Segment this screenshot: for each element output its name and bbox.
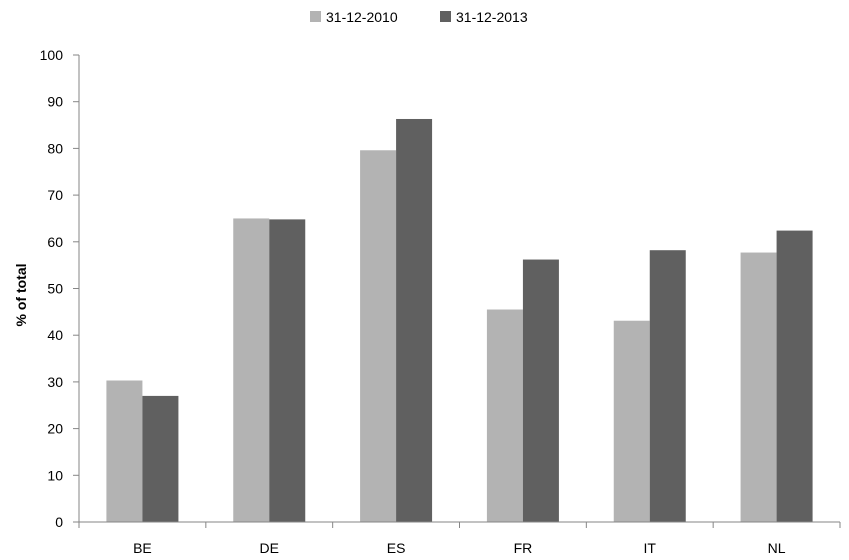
y-tick-label: 60 [47, 234, 63, 250]
y-axis: 0 10 20 30 40 50 60 70 80 90 100 [40, 47, 79, 530]
y-axis-title: % of total [13, 264, 29, 327]
bars [106, 118, 813, 523]
y-tick-label: 50 [47, 281, 63, 297]
x-tick-label: NL [768, 540, 786, 556]
y-tick-label: 10 [47, 467, 63, 483]
bar-nl-31-12-2010 [740, 252, 777, 522]
legend-swatch [310, 11, 321, 22]
bar-de-31-12-2010 [233, 218, 270, 522]
legend-label: 31-12-2010 [326, 9, 398, 25]
y-tick-label: 70 [47, 187, 63, 203]
x-tick-label: BE [133, 540, 152, 556]
legend-label: 31-12-2013 [456, 9, 528, 25]
bar-nl-31-12-2013 [776, 230, 813, 523]
y-tick-label: 100 [40, 47, 64, 63]
bar-be-31-12-2013 [142, 395, 179, 522]
bar-es-31-12-2010 [360, 150, 397, 522]
x-axis: BE DE ES FR IT NL [78, 522, 841, 556]
legend: 31-12-2010 31-12-2013 [310, 9, 528, 25]
bar-be-31-12-2010 [106, 380, 143, 522]
y-tick-label: 80 [47, 140, 63, 156]
y-tick-label: 90 [47, 94, 63, 110]
y-tick-label: 0 [55, 514, 63, 530]
bar-it-31-12-2013 [649, 250, 686, 522]
bar-fr-31-12-2010 [486, 309, 523, 522]
x-tick-label: ES [387, 540, 406, 556]
x-tick-label: DE [260, 540, 279, 556]
bar-de-31-12-2013 [269, 219, 306, 522]
x-tick-label: IT [644, 540, 657, 556]
legend-swatch [440, 11, 451, 22]
y-tick-label: 40 [47, 327, 63, 343]
y-tick-label: 20 [47, 421, 63, 437]
x-tick-label: FR [514, 540, 533, 556]
y-tick-label: 30 [47, 374, 63, 390]
bar-it-31-12-2010 [613, 320, 650, 522]
bar-fr-31-12-2013 [522, 259, 559, 522]
bar-es-31-12-2013 [396, 118, 433, 522]
